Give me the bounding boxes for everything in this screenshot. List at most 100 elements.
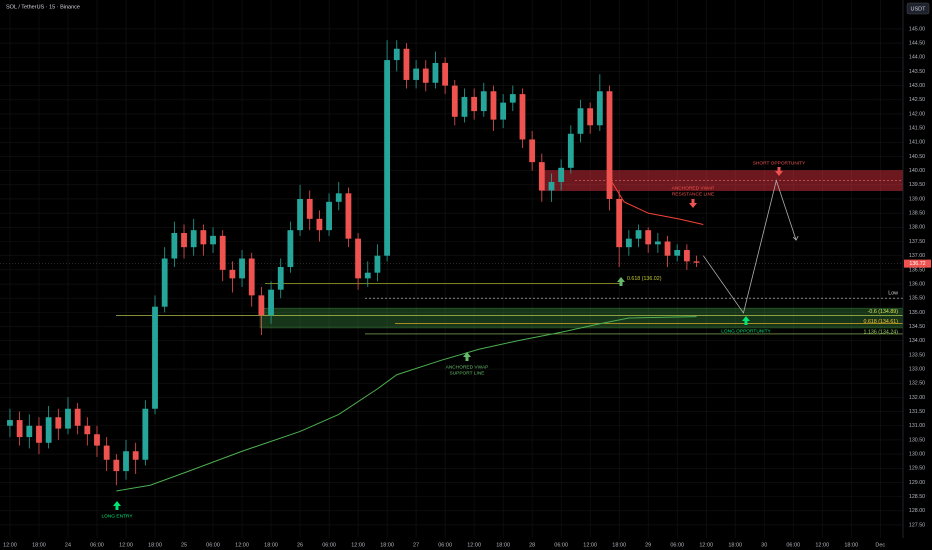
candle-body — [558, 167, 565, 182]
y-tick-label: 142.00 — [909, 111, 925, 117]
candle-body — [152, 306, 158, 409]
y-tick-label: 138.00 — [909, 225, 925, 231]
x-tick-label: 06:00 — [786, 542, 800, 548]
projection-arrowhead — [792, 235, 799, 241]
candle-body — [403, 48, 410, 80]
candle-body — [229, 269, 236, 279]
x-tick-label: Dec — [875, 542, 885, 548]
y-tick-label: 140.00 — [909, 168, 925, 174]
arrow-icon — [463, 352, 471, 361]
y-tick-label: 130.00 — [909, 452, 925, 458]
x-tick-label: 27 — [413, 542, 419, 548]
price-axis — [903, 0, 932, 538]
x-tick-label: 18:00 — [148, 542, 162, 548]
y-tick-label: 134.50 — [909, 324, 925, 330]
annotation: RESISTANCE LINE — [672, 191, 714, 197]
candle-body — [635, 230, 642, 239]
overlays: 0.618 (136.02) Low -0.6 (134.89) 0.618 (134… — [101, 160, 898, 519]
candle-body — [45, 417, 52, 443]
y-tick-label: 137.00 — [909, 253, 925, 259]
x-tick-label: 30 — [761, 542, 767, 548]
candle-body — [683, 250, 690, 262]
y-tick-label: 128.50 — [909, 494, 925, 500]
candle-body — [258, 295, 265, 316]
currency-button[interactable] — [906, 2, 930, 15]
candle-body — [142, 408, 149, 460]
y-tick-label: 145.00 — [909, 26, 925, 32]
arrow-icon — [689, 199, 697, 208]
projection-path — [702, 179, 797, 314]
y-tick-label: 135.50 — [909, 296, 925, 302]
candle-body — [171, 233, 178, 259]
x-tick-label: 18:00 — [612, 542, 626, 548]
y-tick-label: 128.00 — [909, 508, 925, 514]
annotation: ANCHORED VWAP — [672, 185, 715, 191]
candle-body — [645, 230, 652, 245]
candle-body — [471, 96, 478, 112]
y-tick-label: 135.00 — [909, 310, 925, 316]
candle-body — [123, 451, 129, 472]
plot-area — [7, 40, 700, 486]
candle-body — [74, 408, 81, 426]
candle-body — [181, 233, 187, 248]
x-tick-label: 26 — [297, 542, 303, 548]
zones — [0, 170, 904, 335]
candle-body — [306, 198, 313, 219]
candle-body — [538, 162, 545, 191]
candle-body — [548, 181, 555, 191]
candle-body — [519, 94, 526, 140]
level-label: 0.618 (134.61) — [864, 319, 899, 325]
candle-body — [451, 85, 458, 117]
x-tick-label: 06:00 — [90, 542, 104, 548]
y-tick-label: 132.00 — [909, 395, 925, 401]
candle-body — [577, 108, 584, 134]
y-tick-label: 136.00 — [909, 281, 925, 287]
x-tick-label: 12:00 — [351, 542, 365, 548]
candle-body — [606, 91, 613, 199]
candle-body — [355, 238, 361, 279]
y-tick-label: 141.00 — [909, 140, 925, 146]
arrow-icon — [742, 316, 750, 325]
y-tick-label: 139.50 — [909, 182, 925, 188]
y-tick-label: 134.00 — [909, 338, 925, 344]
x-tick-label: 06:00 — [322, 542, 336, 548]
y-tick-label: 132.50 — [909, 381, 925, 387]
candle-body — [432, 62, 439, 83]
level-label: -0.6 (134.89) — [868, 309, 899, 315]
x-tick-label: 06:00 — [670, 542, 684, 548]
candle-body — [326, 201, 332, 231]
arrow-icon — [113, 501, 121, 510]
x-tick-label: 06:00 — [206, 542, 220, 548]
candle-body — [393, 48, 400, 61]
candle-body — [268, 289, 274, 316]
candle-body — [587, 108, 594, 126]
candle-body — [616, 198, 623, 248]
candle-body — [374, 255, 381, 273]
candle-body — [529, 139, 536, 163]
candle-body — [26, 425, 33, 438]
candle-body — [664, 241, 671, 256]
candle-body — [625, 238, 632, 248]
y-tick-label: 137.50 — [909, 239, 925, 245]
candle-body — [210, 235, 216, 245]
candle-body — [248, 258, 255, 296]
candle-body — [384, 60, 390, 256]
level-label: 0.618 (136.02) — [627, 276, 662, 282]
arrow-icon — [775, 167, 783, 176]
y-tick-label: 140.50 — [909, 154, 925, 160]
currency-label[interactable]: USDT — [911, 6, 927, 12]
last-price-label: 136.72 — [909, 261, 925, 267]
y-tick-label: 127.50 — [909, 522, 925, 528]
candle-body — [413, 68, 420, 80]
candle-body — [94, 434, 100, 446]
annotation: LONG ENTRY — [101, 513, 133, 519]
y-tick-label: 133.50 — [909, 352, 925, 358]
chart-title: SOL / TetherUS · 15 · Binance — [6, 4, 80, 10]
candle-body — [16, 420, 23, 438]
annotation: LONG OPPORTUNITY — [721, 328, 771, 334]
annotation: ANCHORED VWAP — [446, 364, 489, 370]
candle-body — [654, 241, 661, 245]
y-tick-label: 136.50 — [909, 267, 925, 273]
